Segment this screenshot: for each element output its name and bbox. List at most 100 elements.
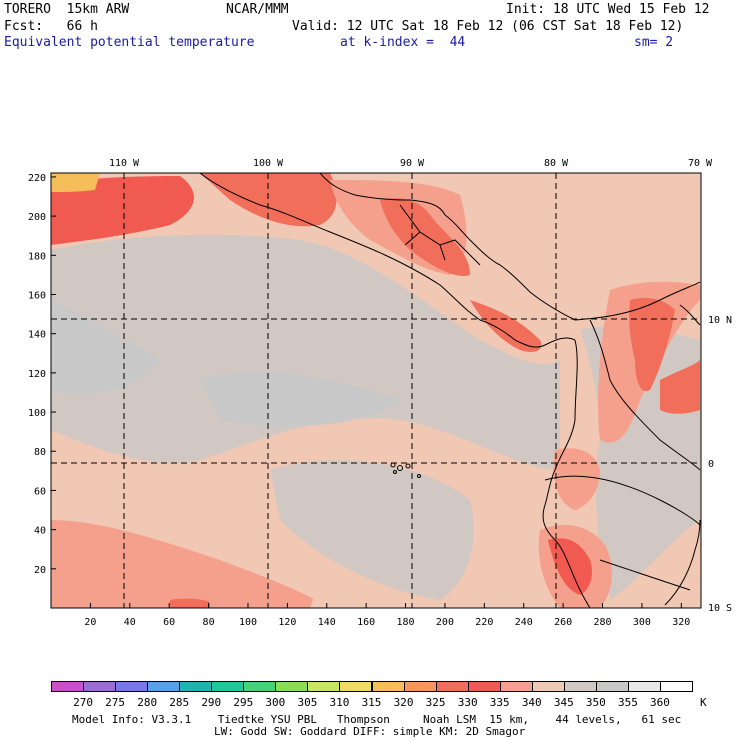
colorbar-label: 300	[265, 696, 286, 709]
x-tick-label: 100	[239, 617, 257, 628]
colorbar-label: 275	[105, 696, 126, 709]
colorbar-swatch	[51, 681, 85, 692]
field-region-340	[51, 520, 330, 608]
colorbar-swatch	[371, 681, 405, 692]
colorbar-label: 310	[329, 696, 350, 709]
colorbar-label: 315	[361, 696, 382, 709]
colorbar-label: 345	[553, 696, 574, 709]
level-label: at k-index = 44	[340, 35, 466, 50]
colorbar-swatch	[211, 681, 245, 692]
country-borders	[599, 559, 691, 591]
field-title: Equivalent potential temperature	[4, 35, 255, 50]
south-america-west-coast	[542, 339, 591, 608]
field-region-330	[629, 298, 675, 391]
lon-label-70w: 70 W	[688, 158, 713, 169]
coastlines	[199, 173, 701, 608]
x-axis-labels: 20 40 60 80 100 120 140 160 180 200 220 240 260 280 30…	[84, 617, 690, 628]
y-tick-label: 220	[28, 173, 46, 184]
y-tick-label: 40	[34, 526, 46, 537]
colorbar-label: 330	[457, 696, 478, 709]
colorbar-label: 290	[201, 696, 222, 709]
x-tick-label: 240	[515, 617, 533, 628]
colorbar-swatch	[595, 681, 629, 692]
y-tick-label: 180	[28, 251, 46, 262]
colorbar-swatch	[403, 681, 437, 692]
smoothing-label: sm= 2	[634, 35, 674, 50]
y-tick-label: 160	[28, 290, 46, 301]
colorbar-swatch	[467, 681, 501, 692]
galapagos-islands	[390, 462, 421, 478]
y-tick-label: 200	[28, 212, 46, 223]
init-time: Init: 18 UTC Wed 15 Feb 12	[506, 2, 710, 17]
x-tick-label: 60	[163, 617, 175, 628]
field-region-330	[170, 598, 210, 608]
colorbar-label: 340	[521, 696, 542, 709]
field-region-330	[470, 300, 542, 352]
lat-label-10s: 10 S	[708, 603, 732, 614]
colorbar-label: 325	[425, 696, 446, 709]
lon-label-90w: 90 W	[400, 158, 425, 169]
theta-e-field	[51, 173, 701, 608]
colorbar-label: 295	[233, 696, 254, 709]
pacific-coastline	[199, 173, 576, 348]
lon-label-110w: 110 W	[109, 158, 140, 169]
y-tick-label: 80	[34, 447, 46, 458]
axis-ticks	[51, 176, 682, 608]
colorbar-label: 270	[73, 696, 93, 709]
colorbar-swatch	[531, 681, 565, 692]
x-tick-label: 160	[357, 617, 375, 628]
x-tick-label: 20	[84, 617, 96, 628]
colorbar-label: 280	[137, 696, 158, 709]
field-region-345	[600, 190, 700, 300]
country-borders	[589, 319, 701, 471]
forecast-hour: Fcst: 66 h	[4, 19, 98, 34]
x-tick-label: 260	[554, 617, 572, 628]
colorbar-swatch	[243, 681, 277, 692]
lon-label-80w: 80 W	[544, 158, 569, 169]
colorbar-unit: K	[700, 696, 707, 709]
field-region-335	[51, 176, 194, 245]
x-tick-label: 280	[593, 617, 611, 628]
field-region-340	[553, 448, 600, 510]
x-tick-label: 220	[475, 617, 493, 628]
colorbar-swatch	[83, 681, 117, 692]
x-tick-label: 200	[436, 617, 454, 628]
country-borders	[544, 475, 701, 526]
y-tick-label: 60	[34, 486, 46, 497]
country-borders	[679, 304, 701, 326]
field-region-355	[51, 300, 160, 394]
x-tick-label: 80	[203, 617, 215, 628]
colorbar-swatch	[563, 681, 597, 692]
y-tick-label: 20	[34, 565, 46, 576]
colorbar-swatch	[499, 681, 533, 692]
model-info: Model Info: V3.3.1 Tiedtke YSU PBL Thomp…	[72, 713, 682, 726]
y-tick-label: 120	[28, 369, 46, 380]
y-axis-labels: 220 200 180 160 140 120 100 80 60 40 20	[28, 173, 46, 576]
colorbar-swatch	[275, 681, 309, 692]
colorbar-swatch	[179, 681, 213, 692]
field-region-320	[51, 173, 100, 192]
x-tick-label: 300	[633, 617, 651, 628]
colorbar-swatch	[339, 681, 373, 692]
colorbar-swatch	[147, 681, 181, 692]
north-sa-coastline	[574, 281, 701, 321]
field-region-330	[660, 360, 700, 414]
caribbean-coastline	[444, 214, 576, 321]
y-tick-label: 140	[28, 330, 46, 341]
colorbar-label: 360	[650, 696, 670, 709]
x-tick-label: 120	[278, 617, 296, 628]
x-tick-label: 320	[672, 617, 690, 628]
field-region-330	[200, 173, 337, 227]
map-frame	[50, 172, 702, 609]
colorbar-label: 350	[585, 696, 606, 709]
field-region-350	[51, 234, 560, 470]
colorbar-swatch	[115, 681, 149, 692]
colorbar-label: 320	[393, 696, 414, 709]
y-tick-label: 100	[28, 408, 46, 419]
x-tick-label: 140	[318, 617, 336, 628]
colorbar-swatch	[627, 681, 661, 692]
gulf-coastline	[319, 173, 446, 216]
organization: NCAR/MMM	[226, 2, 289, 17]
lat-label-0: 0	[708, 459, 714, 470]
